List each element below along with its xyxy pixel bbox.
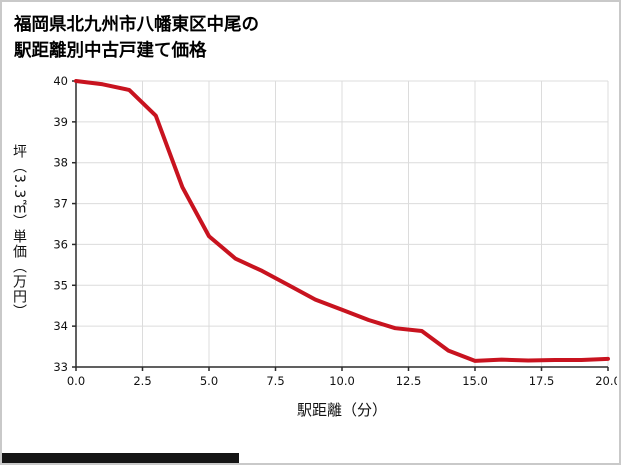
y-tick-label: 39 [53,114,68,128]
x-axis-label: 駅距離（分） [296,400,387,419]
chart-area: 坪（3.3㎡）単価（万円） 0.0 2.5 5.0 7.5 10.0 12.5 15.0 17… [2,67,619,397]
y-tick-label: 34 [53,319,68,333]
page-title-line2: 駅距離別中古戸建て価格 [14,41,207,62]
x-tick-label: 17.5 [529,374,555,388]
page-title: 福岡県北九州市八幡東区中尾の 駅距離別中古戸建て価格 [14,12,619,65]
y-tick-label: 38 [53,155,68,169]
x-tick-label: 15.0 [462,374,488,388]
footer-bar [2,453,239,463]
x-tick-label: 0.0 [67,374,85,388]
chart-svg: 0.0 2.5 5.0 7.5 10.0 12.5 15.0 17.5 20.0 33 34 35 36… [53,74,617,388]
y-axis-label-column: 坪（3.3㎡）単価（万円） [2,67,36,397]
y-tick-label: 33 [53,360,68,374]
y-axis-label: 坪（3.3㎡）単価（万円） [11,143,27,320]
x-tick-label: 5.0 [200,374,218,388]
y-tick-label: 40 [53,74,68,88]
y-tick-label: 36 [53,237,68,251]
x-tick-label: 10.0 [329,374,355,388]
x-tick-label: 2.5 [133,374,151,388]
y-tick-label: 35 [53,278,68,292]
x-tick-label: 12.5 [396,374,422,388]
page-title-line1: 福岡県北九州市八幡東区中尾の [14,15,259,35]
x-tick-label: 7.5 [266,374,284,388]
x-tick-label: 20.0 [595,374,617,388]
y-tick-label: 37 [53,196,68,210]
price-line [74,78,610,363]
